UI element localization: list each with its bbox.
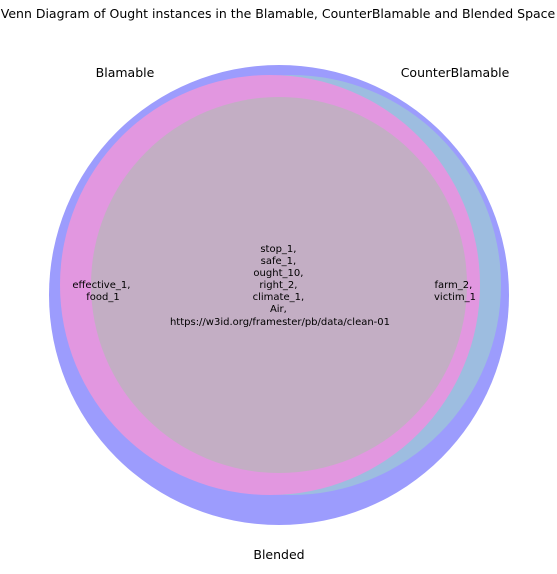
blamable-blended-region-text: effective_1, food_1: [72, 280, 133, 303]
region-item: food_1: [86, 292, 119, 303]
region-item: effective_1,: [72, 280, 130, 291]
region-item: Air,: [270, 304, 287, 315]
region-item: farm_2,: [434, 280, 472, 291]
center-overlap-region: [91, 97, 467, 473]
counterblamable-blended-region-text: farm_2, victim_1: [434, 280, 476, 303]
region-item: victim_1: [434, 292, 476, 303]
region-item: https://w3id.org/framester/pb/data/clean…: [170, 317, 390, 328]
blamable-label: Blamable: [96, 65, 155, 80]
region-item: ought_10,: [253, 268, 303, 279]
region-item: right_2,: [259, 280, 297, 291]
center-region-text: stop_1, safe_1, ought_10, right_2, clima…: [170, 244, 390, 328]
diagram-title: Venn Diagram of Ought instances in the B…: [1, 6, 556, 21]
region-item: climate_1,: [253, 292, 305, 303]
blended-label: Blended: [253, 547, 304, 562]
region-item: stop_1,: [260, 244, 296, 255]
region-item: safe_1,: [261, 256, 297, 267]
counterblamable-label: CounterBlamable: [401, 65, 510, 80]
